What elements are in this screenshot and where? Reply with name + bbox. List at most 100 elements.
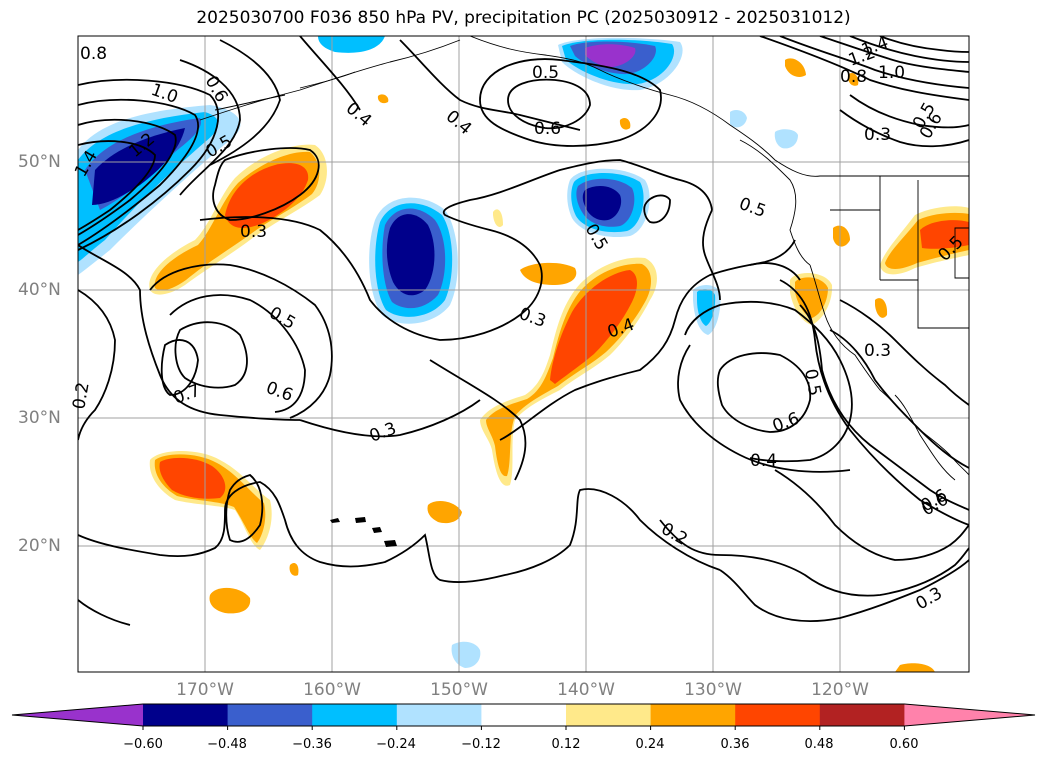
pos-area-small12 xyxy=(847,73,859,86)
pos-area-small11 xyxy=(785,58,806,77)
colorbar-tick: −0.48 xyxy=(207,737,247,752)
colorbar-segment xyxy=(566,704,652,726)
pos-area-central-tip xyxy=(520,262,577,285)
pos-area-small1 xyxy=(209,587,251,614)
pv-contour-14 xyxy=(169,294,306,413)
lon-label-120w: 120°W xyxy=(811,680,869,700)
pv-contours xyxy=(78,36,969,626)
map-area xyxy=(78,36,969,672)
pos-area-nw-core2 xyxy=(225,163,309,228)
aleutian-islands xyxy=(214,71,356,111)
neg-area-nw-core3 xyxy=(92,128,185,205)
lat-label-50n: 50°N xyxy=(18,152,61,172)
neg-area-small1-core xyxy=(697,289,716,326)
colorbar-tick: −0.36 xyxy=(292,737,332,752)
pv-contour-5 xyxy=(179,59,241,196)
lon-label-160w: 160°W xyxy=(303,680,361,700)
pv-contour-3 xyxy=(78,118,177,236)
bc-coast xyxy=(739,139,811,266)
colorbar-tick: 0.24 xyxy=(635,737,665,752)
pv-contour-7 xyxy=(299,36,361,111)
pos-area-small4 xyxy=(895,663,935,672)
colorbar-segment xyxy=(904,704,1035,726)
island-2 xyxy=(355,517,366,523)
pv-contour-15 xyxy=(174,321,248,389)
colorbar-tick: 0.36 xyxy=(720,737,750,752)
pos-area-central-core2 xyxy=(550,270,637,384)
pv-contour-34 xyxy=(659,519,969,597)
lat-label-30n: 30°N xyxy=(18,408,61,428)
pv-contour-10 xyxy=(507,78,591,130)
pv-contour-36 xyxy=(225,473,264,543)
pv-contour-42 xyxy=(839,109,969,148)
neg-area-center-core3 xyxy=(386,214,435,296)
contour-label: 0.8 xyxy=(840,67,867,87)
negative-precip-areas xyxy=(78,36,798,668)
colorbar-segment xyxy=(12,704,143,726)
hawaii-islands xyxy=(330,517,397,547)
pv-contour-9 xyxy=(479,58,662,147)
pos-area-small10 xyxy=(377,94,389,104)
map-frame xyxy=(77,35,970,673)
neg-area-small4 xyxy=(730,110,747,128)
colorbar xyxy=(11,703,1036,730)
pv-contour-18 xyxy=(199,159,713,341)
pv-contour-25 xyxy=(677,344,851,473)
contour-label: 0.3 xyxy=(240,222,267,242)
pv-contour-40 xyxy=(849,36,969,63)
pv-contour-23 xyxy=(684,300,853,463)
pv-contour-41 xyxy=(879,36,969,53)
lat-label-40n: 40°N xyxy=(18,280,61,300)
neg-area-top1 xyxy=(318,36,385,53)
contour-label: 0.3 xyxy=(864,125,891,145)
pv-contour-13 xyxy=(149,263,333,419)
colorbar-tick: 0.60 xyxy=(889,737,919,752)
contour-label: 0.6 xyxy=(534,119,561,139)
neg-area-140w-core3 xyxy=(582,185,622,221)
pv-contour-17 xyxy=(78,289,116,441)
pv-contour-32 xyxy=(719,559,969,623)
pv-contour-4 xyxy=(78,140,156,231)
colorbar-segment xyxy=(819,704,905,726)
baja-coast xyxy=(894,394,956,481)
map-title: 2025030700 F036 850 hPa PV, precipitatio… xyxy=(196,8,851,28)
pv-contour-31 xyxy=(78,481,721,583)
lon-label-150w: 150°W xyxy=(430,680,488,700)
contour-label: 0.3 xyxy=(864,341,891,361)
colorbar-segment xyxy=(227,704,313,726)
neg-area-alaska-core3 xyxy=(585,44,636,67)
lon-label-140w: 140°W xyxy=(557,680,615,700)
pv-contour-33 xyxy=(429,359,527,481)
pv-contour-2 xyxy=(78,98,199,246)
pv-contour-8 xyxy=(399,39,581,131)
pv-contour-19 xyxy=(299,399,481,438)
pos-area-small5 xyxy=(289,563,299,576)
colorbar-segment xyxy=(396,704,482,726)
state-borders xyxy=(830,176,969,329)
pv-contour-22 xyxy=(643,194,671,224)
pv-contour-27 xyxy=(829,329,969,469)
colorbar-tick: −0.12 xyxy=(461,737,501,752)
contour-label: 1.0 xyxy=(878,63,905,83)
pv-contour-16 xyxy=(160,339,199,396)
pv-contour-1 xyxy=(78,78,219,251)
pv-contour-38 xyxy=(779,36,969,89)
lon-label-130w: 130°W xyxy=(684,680,742,700)
colorbar-segment xyxy=(143,704,229,726)
pv-contour-37 xyxy=(759,36,969,101)
pos-area-small6 xyxy=(833,225,850,247)
gridlines xyxy=(78,36,969,672)
pv-contour-43 xyxy=(849,94,969,129)
neg-area-small2 xyxy=(774,129,798,149)
contour-label: 0.5 xyxy=(532,63,559,83)
colorbar-segment xyxy=(312,704,398,726)
pv-contour-11 xyxy=(212,147,320,221)
contour-label: 0.2 xyxy=(69,381,93,411)
contour-label: 0.4 xyxy=(750,451,777,471)
island-3 xyxy=(372,527,382,533)
lat-label-20n: 20°N xyxy=(18,536,61,556)
pv-contour-6 xyxy=(209,39,281,166)
pv-contour-39 xyxy=(819,36,969,73)
contour-label: 0.8 xyxy=(80,44,107,64)
island-4 xyxy=(384,540,397,547)
